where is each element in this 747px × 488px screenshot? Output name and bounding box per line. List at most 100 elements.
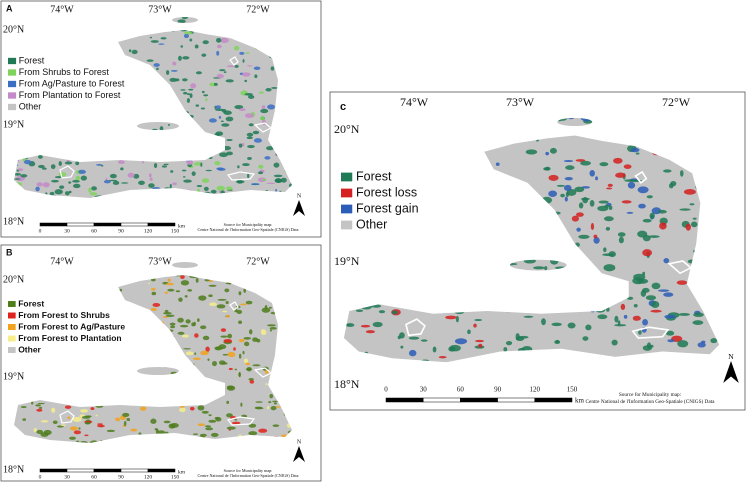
land-cover-patch bbox=[258, 171, 263, 175]
land-cover-patch bbox=[225, 79, 234, 83]
scale-bar-segment bbox=[385, 397, 424, 403]
land-cover-patch bbox=[167, 278, 171, 282]
land-cover-patch bbox=[633, 304, 638, 308]
land-cover-patch bbox=[69, 426, 78, 431]
land-cover-patch bbox=[226, 400, 230, 404]
land-cover-patch bbox=[659, 222, 667, 230]
panel-label: c bbox=[340, 101, 346, 113]
land-cover-patch bbox=[391, 310, 398, 315]
land-cover-patch bbox=[247, 173, 250, 179]
land-cover-patch bbox=[64, 405, 72, 409]
land-cover-patch bbox=[259, 116, 265, 121]
land-cover-patch bbox=[563, 159, 574, 163]
land-cover-patch bbox=[598, 200, 609, 204]
north-label: N bbox=[297, 439, 302, 445]
land-cover-patch bbox=[157, 430, 166, 435]
land-cover-patch bbox=[651, 282, 661, 290]
land-cover-patch bbox=[170, 170, 174, 173]
land-cover-patch bbox=[505, 341, 513, 346]
land-cover-patch bbox=[209, 280, 213, 283]
panel-label: B bbox=[6, 247, 13, 257]
land-cover-patch bbox=[56, 425, 64, 428]
latitude-label: 20°N bbox=[3, 24, 24, 35]
land-cover-patch bbox=[266, 182, 276, 185]
land-cover-patch bbox=[133, 173, 140, 179]
land-cover-patch bbox=[267, 406, 270, 410]
land-cover-patch bbox=[169, 77, 177, 82]
land-cover-patch bbox=[80, 175, 88, 181]
land-cover-patch bbox=[252, 130, 260, 135]
land-cover-patch bbox=[172, 61, 177, 66]
land-cover-patch bbox=[605, 226, 611, 231]
land-cover-patch bbox=[638, 330, 642, 335]
land-cover-patch bbox=[54, 189, 63, 195]
land-cover-patch bbox=[205, 98, 208, 102]
legend-swatch bbox=[8, 301, 16, 307]
land-cover-patch bbox=[678, 312, 690, 316]
land-cover-patch bbox=[97, 424, 105, 428]
land-cover-patch bbox=[564, 196, 568, 202]
land-cover-patch bbox=[216, 185, 226, 191]
land-cover-patch bbox=[269, 327, 277, 330]
panel: B 74°W 73°W 72°W 20°N 19°N 18°N Forest From Fore… bbox=[0, 244, 322, 482]
longitude-label: 74°W bbox=[50, 256, 74, 267]
scale-bar-segment bbox=[497, 397, 536, 403]
land-cover-patch bbox=[183, 348, 191, 350]
land-cover-patch bbox=[188, 88, 194, 91]
land-cover-patch bbox=[245, 300, 253, 305]
land-cover-patch bbox=[120, 182, 129, 184]
land-cover-patch bbox=[360, 324, 371, 328]
land-cover-patch bbox=[36, 408, 43, 412]
scale-bar-label: 0 bbox=[384, 386, 388, 394]
land-cover-patch bbox=[545, 151, 550, 156]
land-cover-patch bbox=[551, 322, 562, 327]
land-cover-patch bbox=[245, 52, 250, 54]
land-cover-patch bbox=[14, 172, 22, 176]
land-cover-patch bbox=[623, 314, 628, 319]
land-cover-patch bbox=[180, 280, 190, 286]
land-cover-patch bbox=[580, 160, 591, 166]
land-cover-patch bbox=[692, 217, 697, 220]
land-cover-patch bbox=[637, 230, 648, 238]
land-cover-patch bbox=[183, 179, 192, 183]
land-cover-patch bbox=[178, 297, 183, 302]
land-cover-patch bbox=[158, 43, 165, 45]
land-cover-patch bbox=[223, 71, 227, 74]
land-cover-patch bbox=[607, 183, 613, 187]
land-cover-patch bbox=[182, 176, 186, 178]
land-cover-patch bbox=[14, 178, 21, 180]
land-cover-patch bbox=[156, 67, 159, 71]
land-cover-patch bbox=[624, 179, 636, 182]
land-cover-patch bbox=[183, 91, 188, 95]
land-cover-patch bbox=[523, 315, 534, 318]
legend-swatch bbox=[8, 324, 16, 330]
scale-bar-unit: km bbox=[575, 397, 585, 405]
land-cover-patch bbox=[106, 429, 116, 433]
land-cover-patch bbox=[599, 162, 609, 167]
land-cover-patch bbox=[179, 324, 189, 328]
land-cover-patch bbox=[148, 173, 152, 178]
land-cover-patch bbox=[438, 356, 447, 359]
scale-bar-segment bbox=[93, 222, 122, 227]
land-cover-patch bbox=[254, 74, 258, 79]
land-cover-patch bbox=[220, 37, 229, 44]
scale-bar-label: 90 bbox=[494, 386, 502, 394]
land-cover-patch bbox=[169, 183, 172, 189]
land-cover-patch bbox=[611, 339, 618, 346]
longitude-label: 73°W bbox=[148, 256, 172, 267]
legend-swatch bbox=[8, 103, 17, 111]
scale-bar-label: 60 bbox=[91, 474, 97, 480]
land-cover-patch bbox=[272, 400, 278, 403]
land-cover-patch bbox=[193, 162, 203, 166]
north-arrow bbox=[293, 446, 305, 462]
land-cover-patch bbox=[75, 161, 80, 166]
land-cover-patch bbox=[197, 405, 205, 411]
scale-bar-segment bbox=[422, 397, 461, 403]
scale-bar-label: 150 bbox=[567, 386, 578, 394]
land-cover-patch bbox=[236, 309, 243, 315]
land-cover-patch bbox=[247, 144, 255, 149]
land-cover-patch bbox=[238, 338, 245, 343]
land-cover-patch bbox=[247, 156, 252, 160]
land-cover-patch bbox=[454, 338, 468, 345]
